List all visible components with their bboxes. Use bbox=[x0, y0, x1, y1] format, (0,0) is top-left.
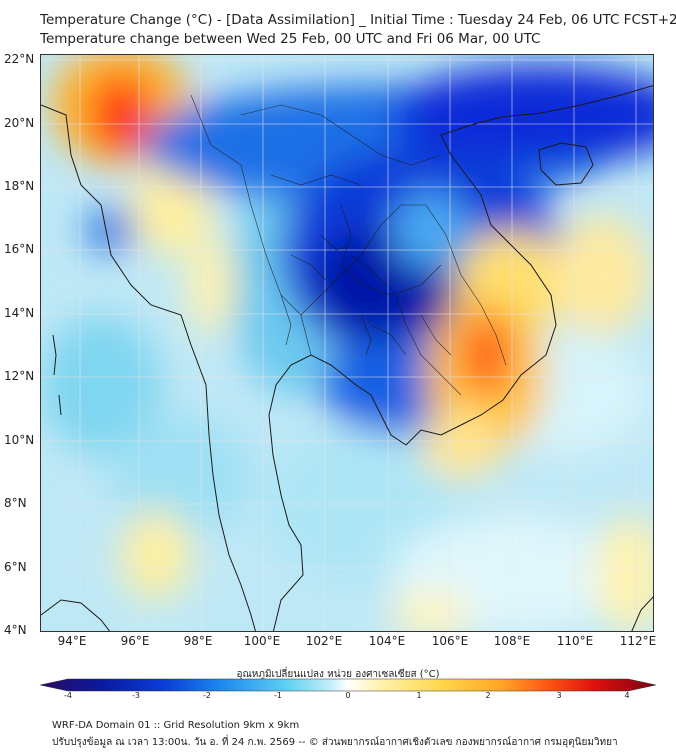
colorbar-tick: -1 bbox=[274, 691, 282, 700]
lat-label: 6°N bbox=[4, 560, 27, 574]
chart-subtitle: Temperature change between Wed 25 Feb, 0… bbox=[40, 31, 541, 47]
colorbar-tick: 4 bbox=[624, 691, 630, 700]
colorbar-label: อุณหภูมิเปลี่ยนแปลง หน่วย องศาเซลเซียส (… bbox=[236, 669, 440, 680]
colorbar-tick: 0 bbox=[345, 691, 351, 700]
lon-label: 98°E bbox=[183, 634, 213, 648]
colorbar-tick: 1 bbox=[416, 691, 422, 700]
coastlines bbox=[41, 85, 653, 631]
map-canvas bbox=[41, 55, 653, 631]
temperature-field bbox=[41, 55, 653, 631]
lon-label: 104°E bbox=[368, 634, 406, 648]
lon-label: 112°E bbox=[619, 634, 657, 648]
lat-label: 22°N bbox=[4, 52, 35, 66]
lat-label: 18°N bbox=[4, 179, 35, 193]
lat-label: 4°N bbox=[4, 623, 27, 637]
graticule bbox=[41, 55, 653, 631]
colorbar bbox=[40, 678, 656, 692]
lat-label: 10°N bbox=[4, 433, 35, 447]
footer-credit: ปรับปรุงข้อมูล ณ เวลา 13:00น. วัน อ. ที่… bbox=[52, 737, 618, 748]
lat-label: 20°N bbox=[4, 116, 35, 130]
lon-label: 102°E bbox=[305, 634, 343, 648]
lon-label: 100°E bbox=[243, 634, 281, 648]
colorbar-tick: -4 bbox=[64, 691, 72, 700]
lon-label: 108°E bbox=[493, 634, 531, 648]
colorbar-tick: 3 bbox=[556, 691, 562, 700]
colorbar-tick: -2 bbox=[203, 691, 211, 700]
colorbar-tick: -3 bbox=[132, 691, 140, 700]
lat-label: 12°N bbox=[4, 369, 35, 383]
borders bbox=[190, 94, 507, 396]
lat-label: 14°N bbox=[4, 306, 35, 320]
chart-title: Temperature Change (°C) - [Data Assimila… bbox=[40, 12, 676, 28]
lat-label: 8°N bbox=[4, 496, 27, 510]
lon-label: 106°E bbox=[431, 634, 469, 648]
footer-model-info: WRF-DA Domain 01 :: Grid Resolution 9km … bbox=[52, 720, 300, 731]
lon-label: 96°E bbox=[120, 634, 150, 648]
temperature-map[interactable] bbox=[40, 54, 654, 632]
lon-label: 110°E bbox=[556, 634, 594, 648]
lat-label: 16°N bbox=[4, 242, 35, 256]
lon-label: 94°E bbox=[57, 634, 87, 648]
colorbar-tick: 2 bbox=[485, 691, 491, 700]
